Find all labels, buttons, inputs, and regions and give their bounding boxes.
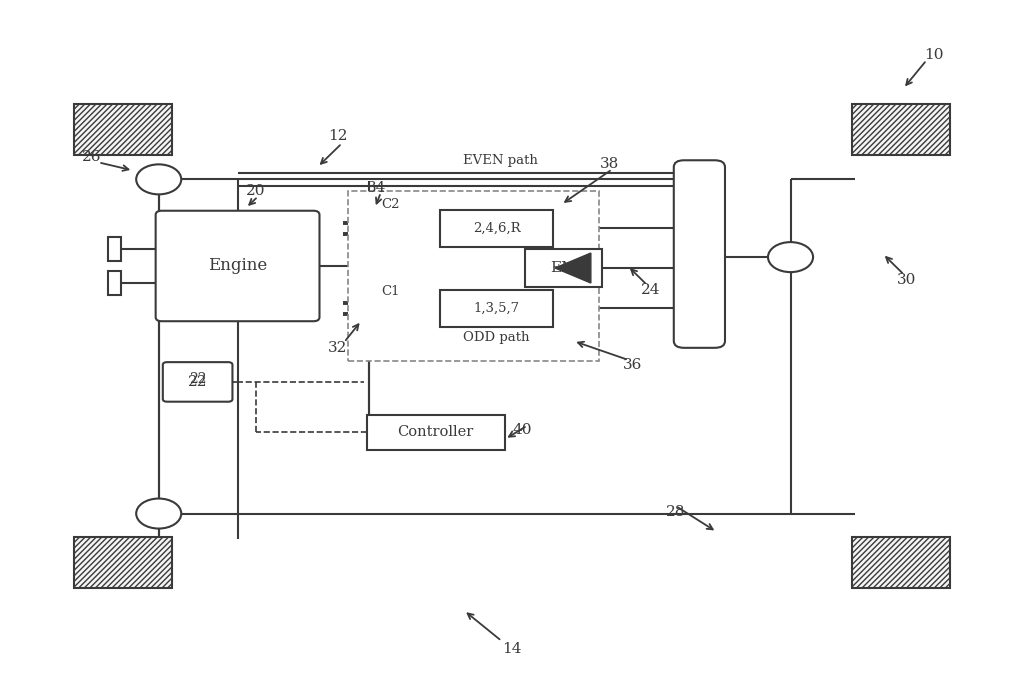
Circle shape	[136, 164, 181, 194]
Text: 26: 26	[82, 150, 102, 164]
Text: 30: 30	[897, 273, 915, 286]
Text: C2: C2	[381, 198, 399, 211]
Text: 10: 10	[924, 48, 944, 61]
Text: 24: 24	[640, 283, 660, 297]
Bar	[74, 537, 171, 588]
FancyBboxPatch shape	[674, 160, 725, 348]
Text: Controller: Controller	[397, 426, 474, 439]
Bar	[108, 271, 121, 295]
Bar	[440, 209, 553, 247]
Text: 12: 12	[328, 130, 348, 143]
Bar	[348, 191, 599, 361]
FancyBboxPatch shape	[156, 211, 319, 321]
Bar	[440, 289, 553, 327]
Text: 34: 34	[368, 181, 386, 194]
Text: 28: 28	[667, 505, 685, 518]
Text: EM: EM	[550, 261, 577, 275]
Bar	[852, 537, 950, 588]
Circle shape	[136, 499, 181, 529]
Text: EVEN path: EVEN path	[463, 153, 538, 167]
Text: 20: 20	[246, 184, 266, 198]
Text: 36: 36	[624, 358, 642, 372]
FancyBboxPatch shape	[163, 362, 232, 402]
Text: 38: 38	[600, 157, 618, 170]
Text: 1,3,5,7: 1,3,5,7	[473, 301, 520, 315]
Circle shape	[768, 242, 813, 272]
Text: 14: 14	[502, 642, 522, 656]
Bar	[74, 104, 171, 155]
Text: 2,4,6,R: 2,4,6,R	[473, 222, 520, 235]
Bar	[108, 237, 121, 261]
Polygon shape	[555, 253, 591, 283]
Text: 22: 22	[187, 375, 208, 389]
Text: 32: 32	[329, 341, 347, 355]
Text: ODD path: ODD path	[463, 331, 529, 344]
Bar	[367, 415, 505, 450]
Text: 22: 22	[188, 372, 207, 385]
Bar	[852, 104, 950, 155]
Text: C1: C1	[381, 285, 399, 299]
Text: Engine: Engine	[208, 258, 267, 274]
Text: 40: 40	[512, 423, 532, 436]
Bar	[525, 249, 602, 286]
